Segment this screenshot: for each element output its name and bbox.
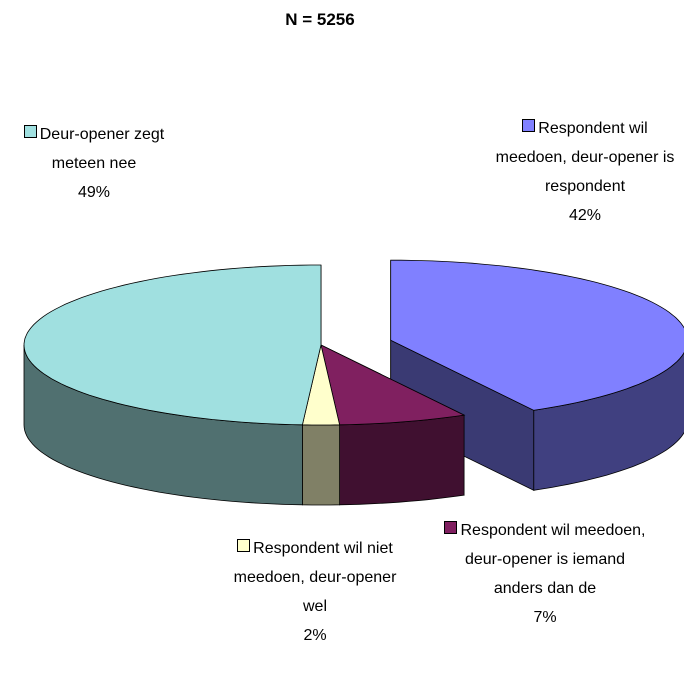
chart-title: N = 5256 xyxy=(285,10,355,29)
data-label: Respondent wil meedoen, deur-opener is i… xyxy=(440,516,650,632)
label-value: 42% xyxy=(568,207,602,224)
legend-swatch xyxy=(237,539,251,552)
data-label: Respondent wil niet meedoen, deur-opener… xyxy=(220,534,410,650)
slice xyxy=(320,344,466,426)
legend-swatch xyxy=(23,125,37,138)
slice-wall xyxy=(339,414,465,506)
label-text: Respondent wil niet meedoen, deur-opener… xyxy=(233,540,397,615)
legend-swatch xyxy=(444,521,458,534)
label-value: 2% xyxy=(303,627,327,644)
label-value: 49% xyxy=(77,184,111,201)
data-label: Deur-opener zegt meteen nee 49% xyxy=(4,120,184,207)
slice-wall xyxy=(302,424,340,506)
slice xyxy=(390,259,684,411)
label-text: Respondent wil meedoen, deur-opener is r… xyxy=(495,120,675,195)
data-label: Respondent wil meedoen, deur-opener is r… xyxy=(490,114,680,230)
slice xyxy=(23,264,322,426)
label-value: 7% xyxy=(533,609,557,626)
label-text: Deur-opener zegt meteen nee xyxy=(39,126,165,172)
legend-swatch xyxy=(522,119,536,132)
label-text: Respondent wil meedoen, deur-opener is i… xyxy=(460,522,646,597)
